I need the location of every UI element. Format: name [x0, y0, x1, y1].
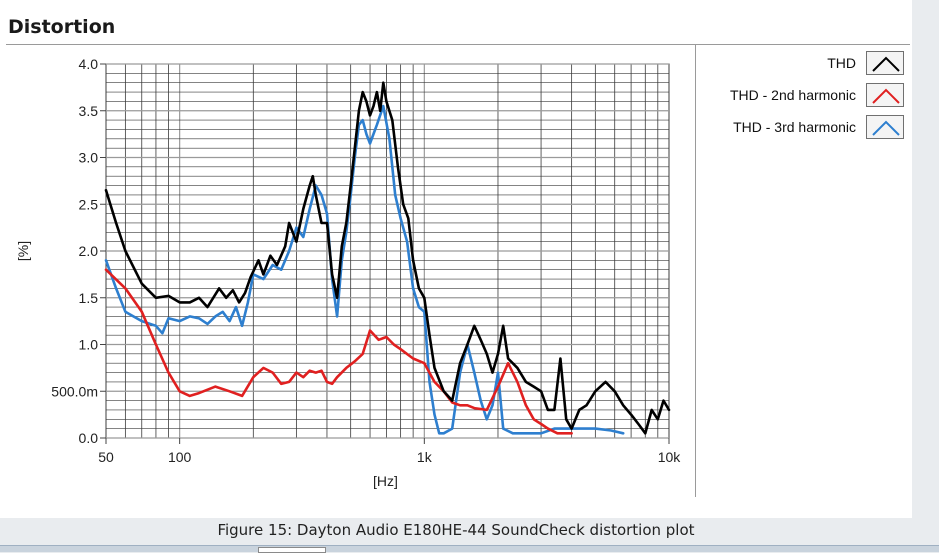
bottom-tab[interactable] — [258, 547, 326, 553]
y-tick-label: 3.5 — [79, 103, 99, 119]
y-tick-label: 1.5 — [79, 290, 99, 306]
bottom-status-bar — [0, 545, 939, 552]
legend-swatch-3rd-harmonic — [866, 115, 904, 139]
legend-item-thd[interactable]: THD — [827, 50, 904, 76]
y-tick-label: 0.0 — [79, 430, 99, 446]
title-divider — [6, 44, 910, 45]
x-tick-label: 1k — [417, 449, 433, 465]
x-tick-label: 10k — [658, 449, 682, 465]
x-axis-label: [Hz] — [373, 473, 398, 489]
series-line-3rd-harmonic — [104, 104, 625, 435]
y-tick-label: 3.0 — [79, 150, 99, 166]
right-margin — [912, 0, 939, 518]
legend-item-3rd-harmonic[interactable]: THD - 3rd harmonic — [733, 114, 904, 140]
legend-item-2nd-harmonic[interactable]: THD - 2nd harmonic — [730, 82, 904, 108]
y-tick-label: 1.0 — [79, 337, 99, 353]
y-tick-label: 500.0m — [51, 383, 98, 399]
y-tick-label: 2.5 — [79, 196, 99, 212]
x-tick-label: 100 — [168, 449, 192, 465]
chart-area: 0.0 500.0m 1.0 1.5 2.0 2.5 3.0 3.5 4.0 50 100 1k 10k… — [6, 45, 696, 497]
legend-swatch-thd — [866, 51, 904, 75]
x-tick-label: 50 — [98, 449, 114, 465]
series-line-2nd-harmonic — [104, 268, 573, 435]
legend-label-2nd-harmonic: THD - 2nd harmonic — [729, 87, 856, 103]
page-title: Distortion — [8, 16, 116, 38]
y-tick-label: 2.0 — [79, 243, 99, 259]
y-tick-label: 4.0 — [79, 56, 99, 72]
legend-swatch-2nd-harmonic — [866, 83, 904, 107]
y-axis-label: [%] — [15, 241, 31, 261]
legend-label-thd: THD — [827, 55, 856, 71]
legend-label-3rd-harmonic: THD - 3rd harmonic — [733, 119, 856, 135]
figure-caption: Figure 15: Dayton Audio E180HE-44 SoundC… — [217, 521, 695, 539]
distortion-chart: 0.0 500.0m 1.0 1.5 2.0 2.5 3.0 3.5 4.0 50 100 1k 10k… — [15, 56, 682, 489]
chart-legend: THD THD - 2nd harmonic THD - 3rd harmoni… — [696, 45, 910, 145]
series-line-thd — [104, 81, 671, 435]
